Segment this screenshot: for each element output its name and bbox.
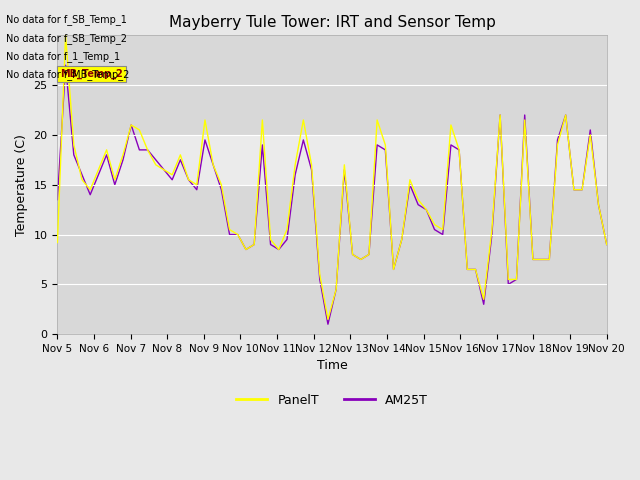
PanelT bbox=[603, 241, 611, 247]
AM25T bbox=[62, 62, 70, 68]
AM25T bbox=[570, 187, 578, 192]
Y-axis label: Temperature (C): Temperature (C) bbox=[15, 134, 28, 236]
Legend: PanelT, AM25T: PanelT, AM25T bbox=[231, 389, 433, 411]
Text: No data for f_MB_Temp_2: No data for f_MB_Temp_2 bbox=[6, 69, 130, 80]
Line: AM25T: AM25T bbox=[58, 65, 607, 324]
PanelT bbox=[463, 266, 471, 272]
PanelT bbox=[439, 227, 447, 232]
PanelT bbox=[504, 276, 512, 282]
Line: PanelT: PanelT bbox=[58, 36, 607, 319]
AM25T bbox=[324, 321, 332, 327]
Text: No data for f_SB_Temp_2: No data for f_SB_Temp_2 bbox=[6, 33, 127, 44]
PanelT bbox=[562, 112, 570, 118]
X-axis label: Time: Time bbox=[317, 360, 348, 372]
AM25T bbox=[504, 281, 512, 287]
AM25T bbox=[463, 266, 471, 272]
Text: No data for f_SB_Temp_1: No data for f_SB_Temp_1 bbox=[6, 14, 127, 25]
AM25T bbox=[54, 197, 61, 203]
PanelT bbox=[54, 240, 61, 245]
AM25T bbox=[439, 232, 447, 238]
AM25T bbox=[603, 241, 611, 247]
Title: Mayberry Tule Tower: IRT and Sensor Temp: Mayberry Tule Tower: IRT and Sensor Temp bbox=[168, 15, 495, 30]
Text: No data for f_1_Temp_1: No data for f_1_Temp_1 bbox=[6, 51, 120, 62]
PanelT bbox=[324, 316, 332, 322]
AM25T bbox=[562, 112, 570, 118]
AM25T bbox=[554, 137, 561, 143]
PanelT bbox=[554, 142, 561, 148]
Bar bbox=[58, 135, 607, 185]
PanelT bbox=[570, 187, 578, 192]
Text: MB_Temp_2: MB_Temp_2 bbox=[60, 69, 123, 79]
PanelT bbox=[62, 33, 70, 38]
